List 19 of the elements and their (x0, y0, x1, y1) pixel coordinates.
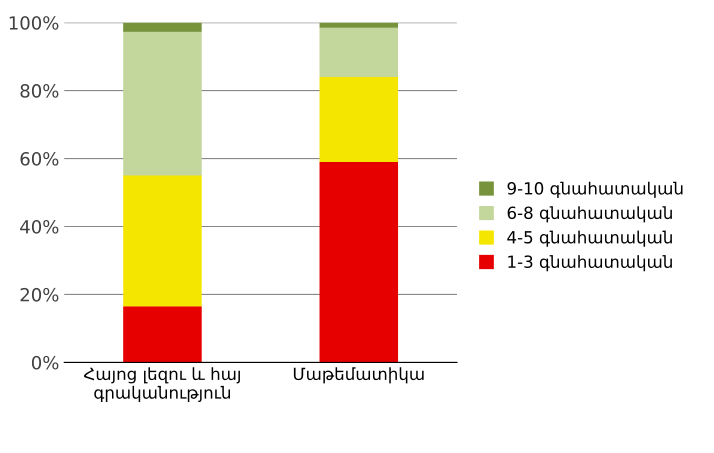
x-tick-label: Հայոց լեզու և հայ գրականություն (84, 367, 240, 402)
bar (123, 306, 202, 362)
y-tick-label: 40% (20, 220, 58, 234)
x-tick-label: Մաթեմատիկա (294, 367, 424, 384)
y-tick-label: 0% (32, 356, 58, 370)
y-tick-label: 80% (20, 84, 58, 98)
bar (320, 28, 398, 78)
bar (320, 162, 398, 362)
y-tick-label: 20% (20, 288, 58, 302)
y-tick-label: 100% (10, 16, 58, 30)
legend-label: 4-5 գնահատական (507, 230, 672, 247)
y-tick-label: 60% (20, 152, 58, 166)
bar (123, 22, 202, 32)
legend-label: 1-3 գնահատական (508, 255, 672, 272)
bar (123, 32, 202, 176)
legend-label: 6-8 գնահատական (508, 206, 672, 222)
bar (123, 176, 202, 306)
legend-label: 9-10 գնահատական (508, 182, 682, 198)
bar (320, 77, 398, 162)
